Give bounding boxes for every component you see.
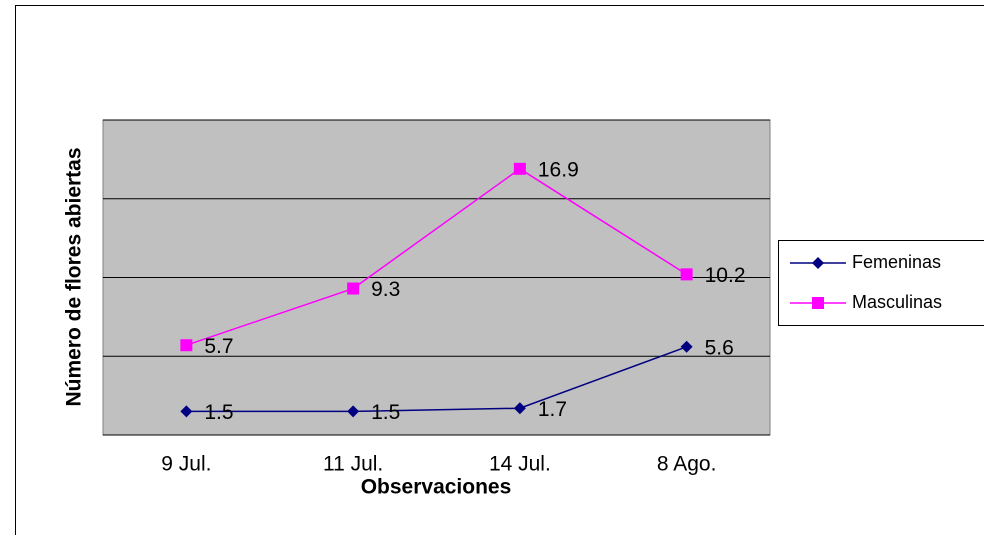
legend-marker: [812, 257, 824, 269]
data-point: [180, 339, 193, 352]
legend-label: Masculinas: [852, 292, 942, 312]
data-point: [513, 162, 526, 175]
x-tick-label: 14 Jul.: [489, 453, 551, 476]
data-label: 5.7: [204, 335, 233, 358]
x-axis-title: Observaciones: [361, 476, 512, 499]
data-label: 1.5: [371, 401, 400, 424]
series-line: [186, 346, 687, 413]
data-point: [680, 268, 693, 281]
data-label: 9.3: [371, 278, 400, 301]
data-label: 1.5: [204, 401, 233, 424]
data-point: [680, 340, 693, 353]
x-tick-label: 9 Jul.: [161, 453, 211, 476]
legend: [778, 240, 984, 326]
x-tick-label: 8 Ago.: [657, 453, 717, 476]
data-label: 1.7: [538, 398, 567, 421]
series-line: [186, 167, 688, 346]
y-axis-title: Número de flores abiertas: [63, 147, 86, 406]
x-tick-label: 11 Jul.: [323, 453, 383, 476]
data-point: [347, 405, 360, 418]
data-point: [180, 405, 193, 418]
data-point: [513, 402, 526, 415]
legend-label: Femeninas: [852, 252, 941, 272]
data-point: [347, 282, 360, 295]
data-label: 5.6: [705, 336, 734, 359]
data-label: 10.2: [705, 264, 746, 287]
data-label: 16.9: [538, 158, 579, 181]
legend-marker: [812, 297, 824, 309]
